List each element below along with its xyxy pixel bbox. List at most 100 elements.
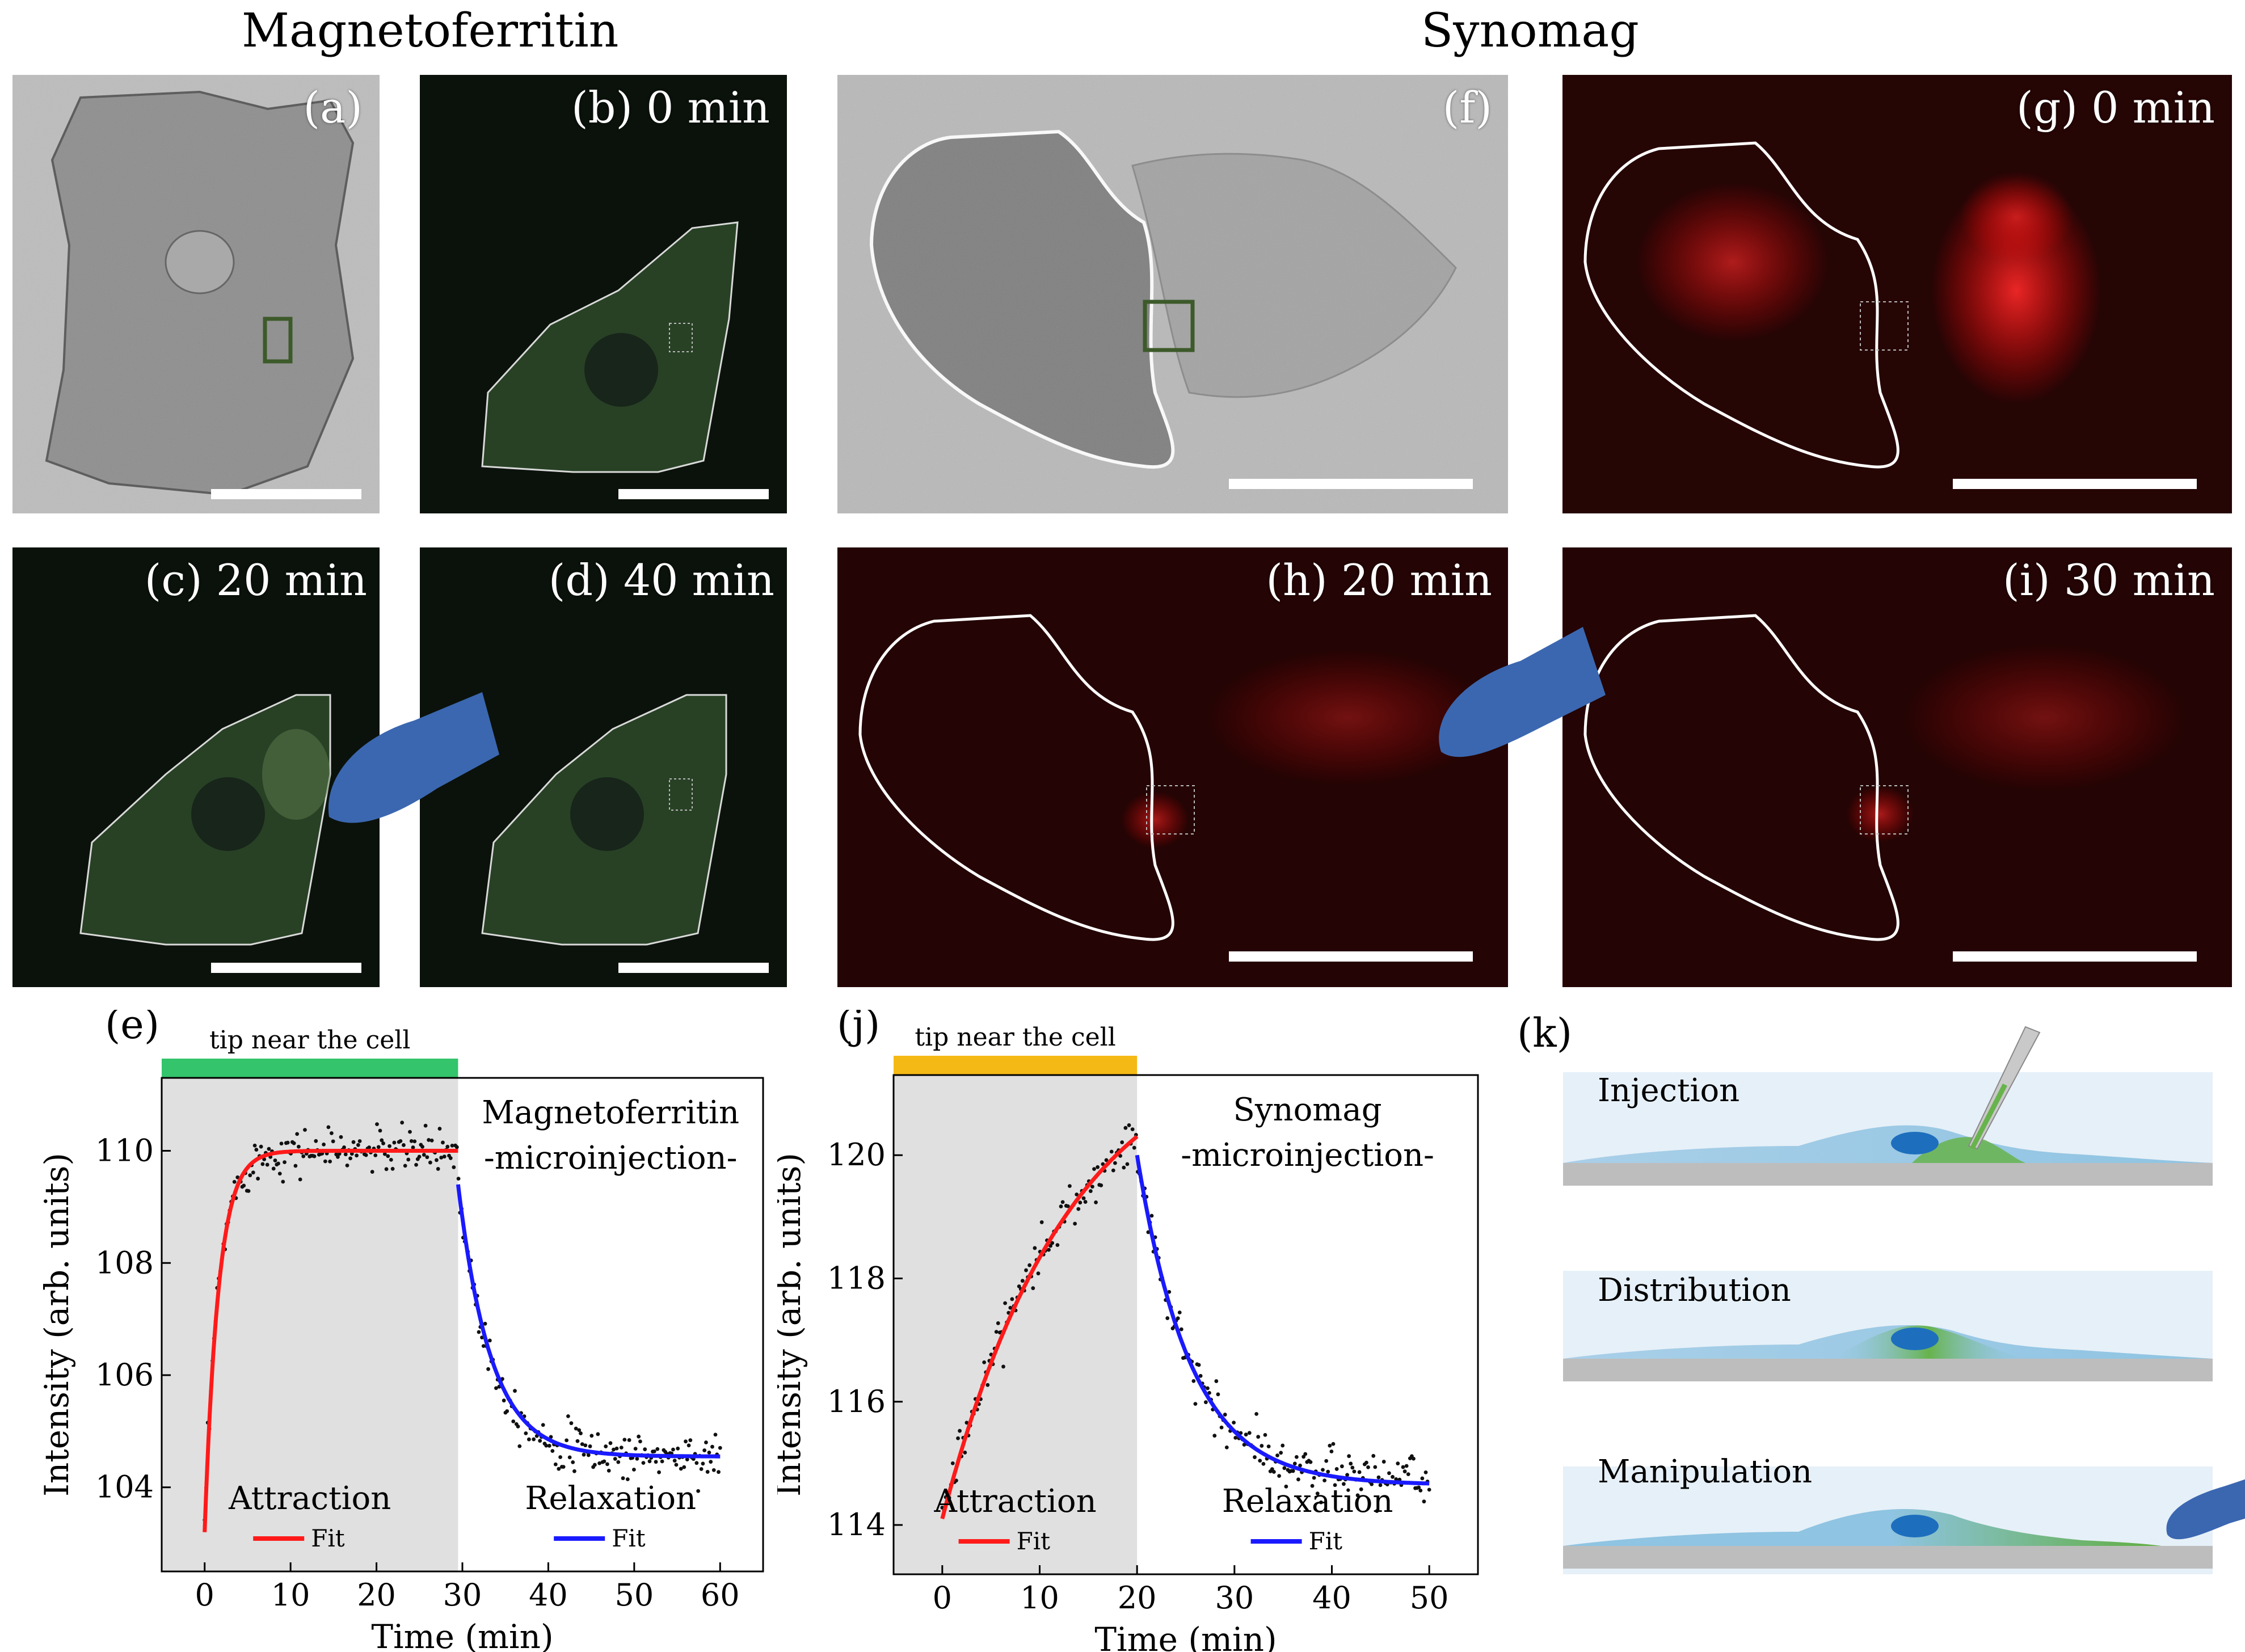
data-point <box>1099 1183 1103 1187</box>
data-point <box>486 1367 490 1371</box>
data-point <box>437 1127 442 1131</box>
data-point <box>1078 1200 1083 1205</box>
data-point <box>1198 1373 1203 1378</box>
data-point <box>297 1144 301 1149</box>
data-point <box>1073 1221 1077 1226</box>
data-point <box>1111 1168 1115 1173</box>
data-point <box>1326 1469 1330 1474</box>
data-point <box>417 1154 422 1159</box>
scale-bar <box>1229 951 1473 962</box>
data-point <box>622 1438 627 1442</box>
data-point <box>1394 1477 1399 1481</box>
data-point <box>1373 1465 1378 1469</box>
data-point <box>985 1383 990 1387</box>
data-point <box>1059 1204 1063 1208</box>
data-point <box>1088 1189 1093 1193</box>
panel-b-label: (b) 0 min <box>571 82 770 133</box>
data-point <box>348 1156 352 1161</box>
data-point <box>1366 1465 1370 1469</box>
data-point <box>1123 1126 1128 1130</box>
data-point <box>511 1419 516 1423</box>
data-point <box>1165 1316 1170 1320</box>
data-point <box>267 1147 271 1151</box>
data-point <box>1271 1470 1276 1474</box>
data-point <box>1303 1452 1308 1456</box>
data-point <box>1406 1472 1410 1477</box>
x-tick-label: 40 <box>529 1577 568 1613</box>
data-point <box>657 1470 661 1474</box>
data-point <box>613 1457 617 1461</box>
magnetic-tip-icon <box>2166 1479 2245 1540</box>
data-point <box>298 1177 302 1182</box>
data-point <box>558 1455 563 1459</box>
data-point <box>671 1447 675 1452</box>
data-point <box>1357 1470 1362 1474</box>
data-point <box>1260 1444 1264 1448</box>
data-point <box>553 1462 558 1466</box>
attraction-shade <box>894 1075 1138 1574</box>
phase-label-relaxation: Relaxation <box>1222 1483 1393 1520</box>
x-axis-label: Time (min) <box>1094 1620 1277 1652</box>
data-point <box>1345 1473 1349 1477</box>
data-point <box>641 1461 646 1465</box>
data-point <box>705 1470 710 1474</box>
data-point <box>1340 1464 1344 1469</box>
data-point <box>1109 1149 1114 1154</box>
data-point <box>950 1461 955 1465</box>
data-point <box>1422 1499 1426 1504</box>
data-point <box>1324 1459 1329 1463</box>
panel-c-label: (c) 20 min <box>144 555 367 605</box>
data-point <box>1050 1241 1055 1245</box>
data-point <box>699 1467 704 1471</box>
data-point <box>351 1140 356 1144</box>
data-point <box>672 1459 677 1463</box>
data-point <box>252 1143 257 1148</box>
data-point <box>526 1437 531 1442</box>
data-point <box>684 1439 688 1444</box>
data-point <box>604 1444 608 1448</box>
data-point <box>273 1158 277 1162</box>
x-tick-label: 40 <box>1312 1580 1351 1616</box>
data-point <box>1301 1455 1306 1459</box>
data-point <box>502 1398 506 1403</box>
panel-c-fluorescence: (c) 20 min <box>12 547 380 987</box>
data-point <box>637 1434 641 1439</box>
panel-a-phase-contrast: (a) <box>12 75 380 513</box>
data-point <box>1279 1451 1283 1455</box>
data-point <box>445 1144 450 1149</box>
chart-e: (e) tip near the cell 0 10 20 30 40 50 60 104 106 1… <box>0 1001 783 1652</box>
data-point <box>619 1446 624 1450</box>
data-point <box>1242 1443 1246 1447</box>
data-point <box>402 1143 406 1147</box>
data-point <box>631 1468 636 1472</box>
data-point <box>1125 1162 1130 1166</box>
data-point <box>452 1165 456 1169</box>
panel-a-label: (a) <box>303 82 363 133</box>
data-point <box>1376 1475 1381 1480</box>
data-point <box>436 1167 440 1171</box>
data-point <box>435 1158 439 1162</box>
data-point <box>954 1478 958 1483</box>
data-point <box>1031 1286 1035 1291</box>
data-point <box>428 1160 432 1165</box>
x-tick-label: 20 <box>1118 1580 1157 1616</box>
data-point <box>323 1159 327 1164</box>
scale-bar <box>618 963 769 973</box>
data-point <box>1244 1432 1248 1437</box>
attraction-fit-line <box>940 1135 1139 1520</box>
data-point <box>1423 1470 1428 1474</box>
y-axis-label: Intensity (arb. units) <box>37 1153 76 1497</box>
data-point <box>1404 1464 1409 1468</box>
data-point <box>260 1162 265 1166</box>
data-point <box>1176 1316 1180 1321</box>
data-point <box>565 1438 569 1443</box>
data-point <box>1024 1268 1028 1272</box>
y-tick-label: 114 <box>827 1507 886 1543</box>
data-point <box>1296 1477 1300 1482</box>
data-point <box>477 1330 481 1334</box>
data-point <box>392 1140 397 1145</box>
data-point <box>1282 1466 1287 1470</box>
data-point <box>1308 1460 1313 1464</box>
magnetic-tip-icon <box>1439 627 1606 757</box>
data-point <box>378 1128 382 1133</box>
